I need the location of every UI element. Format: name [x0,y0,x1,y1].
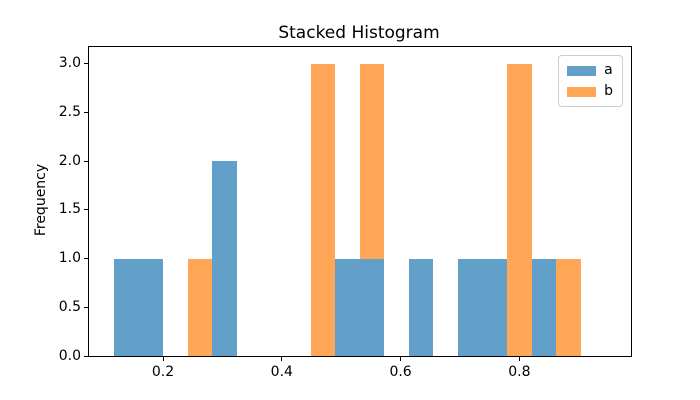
legend-swatch-a [567,65,597,76]
y-tick-mark-0.5 [84,306,88,308]
bar-a-bin-17 [531,258,557,356]
bar-a-bin-14 [458,258,483,356]
y-tick-mark-0 [84,355,88,357]
y-tick-mark-3 [84,63,88,65]
legend-entry-b: b [567,83,613,100]
y-tick-mark-2.5 [84,111,88,113]
y-tick-mark-1 [84,258,88,260]
bar-b-bin-8 [310,63,336,356]
bar-b-bin-10 [359,63,385,259]
bar-b-bin-18 [556,258,582,356]
chart-title: Stacked Histogram [278,23,440,43]
y-tick-mark-2 [84,160,88,162]
x-tick-mark-0.6 [400,357,402,361]
bar-a-bin-12 [408,258,434,356]
y-tick-label-0: 0.0 [58,347,81,364]
y-tick-label-3: 3.0 [58,55,81,72]
y-tick-mark-1.5 [84,209,88,211]
x-tick-mark-0.4 [281,357,283,361]
y-tick-label-0.5: 0.5 [58,298,81,315]
legend-label-b: b [604,83,613,99]
x-tick-label-0.6: 0.6 [389,364,412,380]
bar-b-bin-3 [187,258,213,356]
bar-a-bin-10 [359,258,385,356]
y-tick-label-2: 2.0 [58,152,81,169]
x-tick-mark-0.2 [162,357,164,361]
x-tick-label-0.4: 0.4 [270,364,293,380]
y-tick-label-1.5: 1.5 [58,201,81,218]
x-tick-label-0.8: 0.8 [508,364,531,380]
plot-area: 0.2 0.4 0.6 0.8 0.0 0.5 1.0 1.5 2.0 2.5 3.0 a b [59,46,632,380]
bar-a-bin-4 [212,161,237,356]
legend: a b [558,55,623,107]
bar-a-bin-0 [113,258,139,356]
bar-b-bin-16 [507,63,532,356]
legend-swatch-b [567,86,597,97]
legend-entry-a: a [567,62,613,79]
y-tick-label-1: 1.0 [58,250,81,267]
bar-a-bin-9 [335,258,360,356]
x-tick-mark-0.8 [518,357,520,361]
x-tick-label-0.2: 0.2 [151,364,175,380]
bar-a-bin-1 [138,258,163,356]
legend-label-a: a [604,62,613,78]
y-axis-label: Frequency [33,163,49,237]
y-tick-label-2.5: 2.5 [58,103,81,120]
bar-a-bin-15 [482,258,508,356]
